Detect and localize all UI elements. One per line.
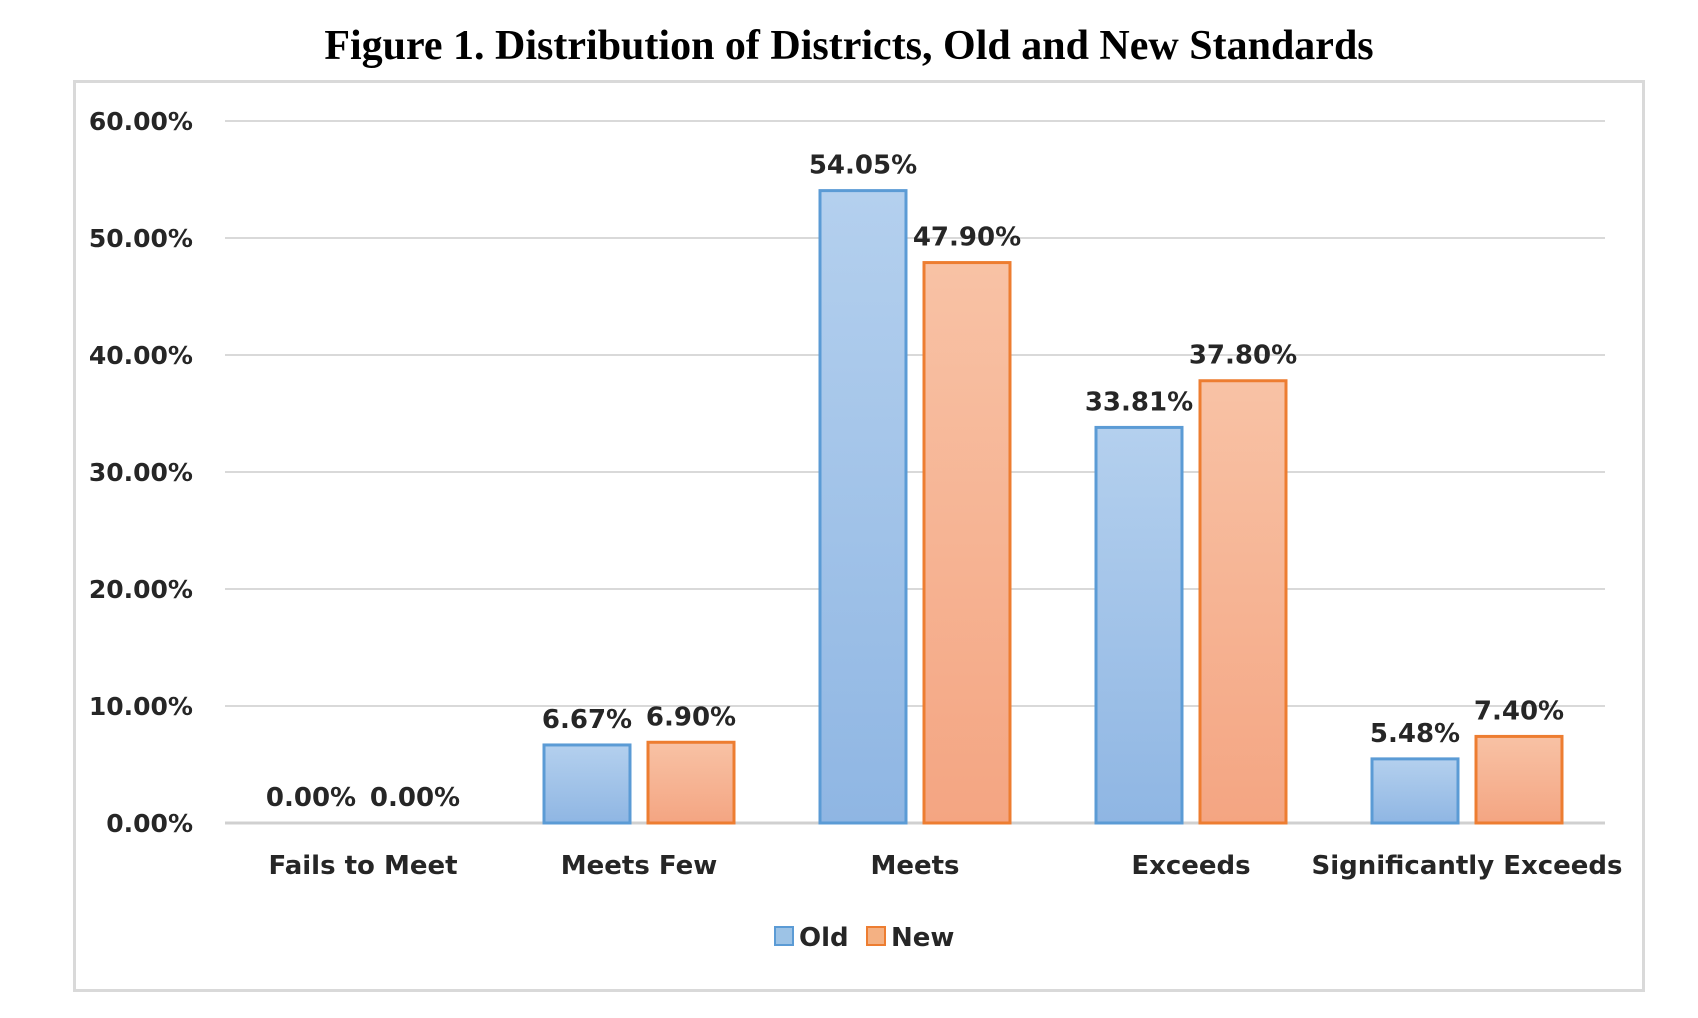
category-label: Meets Few bbox=[561, 851, 717, 881]
y-tick-label: 20.00% bbox=[89, 575, 193, 604]
bar-old bbox=[1094, 425, 1184, 825]
bar-new bbox=[1474, 734, 1564, 825]
legend-swatch-old bbox=[774, 926, 794, 946]
y-tick-label: 60.00% bbox=[89, 107, 193, 136]
y-tick-label: 0.00% bbox=[106, 809, 193, 838]
x-axis-categories: Fails to Meet Meets Few Meets Exceeds Signif… bbox=[268, 851, 1622, 881]
data-label: 0.00% bbox=[266, 783, 356, 813]
y-tick-label: 30.00% bbox=[89, 458, 193, 487]
chart-title: Figure 1. Distribution of Districts, Old… bbox=[324, 23, 1374, 69]
bar-new bbox=[1198, 379, 1288, 825]
data-label: 33.81% bbox=[1085, 387, 1193, 417]
bar-new bbox=[922, 261, 1012, 825]
y-tick-label: 10.00% bbox=[89, 692, 193, 721]
category-label: Exceeds bbox=[1131, 851, 1250, 881]
legend-swatch-new bbox=[866, 926, 886, 946]
bars bbox=[542, 189, 1564, 825]
y-tick-label: 50.00% bbox=[89, 224, 193, 253]
category-label: Significantly Exceeds bbox=[1311, 851, 1622, 881]
gridlines bbox=[225, 120, 1605, 825]
data-label: 6.67% bbox=[542, 705, 632, 735]
category-label: Fails to Meet bbox=[268, 851, 457, 881]
data-label: 5.48% bbox=[1370, 719, 1460, 749]
legend-label-old: Old bbox=[799, 923, 849, 953]
y-tick-label: 40.00% bbox=[89, 341, 193, 370]
data-label: 6.90% bbox=[646, 702, 736, 732]
bar-old bbox=[1370, 757, 1460, 825]
data-labels: 0.00% 0.00% 6.67% 6.90% 54.05% 47.90% 33.81% 37… bbox=[266, 151, 1564, 813]
y-axis-ticks: 0.00% 10.00% 20.00% 30.00% 40.00% 50.00% 60.00… bbox=[89, 107, 193, 838]
data-label: 47.90% bbox=[913, 223, 1021, 253]
data-label: 37.80% bbox=[1189, 341, 1297, 371]
legend: Old New bbox=[774, 923, 954, 953]
bar-new bbox=[646, 740, 736, 825]
legend-label-new: New bbox=[891, 923, 954, 953]
data-label: 7.40% bbox=[1474, 696, 1564, 726]
category-label: Meets bbox=[870, 851, 959, 881]
data-label: 0.00% bbox=[370, 783, 460, 813]
bar-old bbox=[542, 743, 632, 825]
bar-old bbox=[818, 189, 908, 825]
data-label: 54.05% bbox=[809, 151, 917, 181]
